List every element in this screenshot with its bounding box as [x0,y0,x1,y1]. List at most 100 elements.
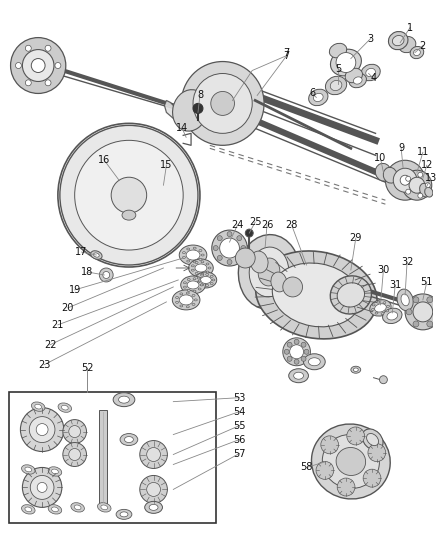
Text: 1: 1 [407,22,413,33]
Circle shape [193,103,203,114]
Circle shape [213,246,218,251]
Ellipse shape [192,294,195,296]
Ellipse shape [187,289,190,292]
Ellipse shape [193,261,196,263]
Ellipse shape [330,276,371,314]
Circle shape [405,294,438,330]
Ellipse shape [186,250,200,260]
Ellipse shape [311,424,390,499]
Circle shape [227,260,232,264]
Text: 18: 18 [81,267,94,277]
Circle shape [140,475,167,503]
Circle shape [304,349,309,354]
Circle shape [368,443,386,462]
Circle shape [413,302,433,322]
Text: 16: 16 [98,155,110,165]
Circle shape [181,61,264,146]
Ellipse shape [256,251,377,339]
Ellipse shape [206,271,209,273]
Ellipse shape [377,301,380,303]
Circle shape [103,271,110,278]
Text: 3: 3 [367,34,374,44]
Circle shape [406,309,412,315]
Ellipse shape [186,306,189,308]
Circle shape [418,193,423,198]
Ellipse shape [187,260,190,262]
Circle shape [22,467,62,507]
Circle shape [290,345,304,359]
Ellipse shape [21,505,35,514]
Ellipse shape [120,433,138,446]
Ellipse shape [212,279,215,281]
Ellipse shape [199,249,202,252]
Ellipse shape [91,251,102,259]
Text: 21: 21 [52,320,64,330]
Ellipse shape [271,272,287,292]
Ellipse shape [383,302,386,304]
Ellipse shape [181,276,205,294]
Circle shape [63,442,87,466]
Text: 29: 29 [350,233,362,243]
Ellipse shape [25,507,32,512]
Text: 20: 20 [62,303,74,313]
Circle shape [22,50,54,82]
Ellipse shape [48,505,62,514]
Text: 32: 32 [401,257,413,267]
Circle shape [413,321,419,327]
Bar [99,410,107,504]
Text: 54: 54 [233,407,246,417]
Bar [9,392,216,523]
Circle shape [301,342,306,347]
Ellipse shape [250,251,268,273]
Text: 52: 52 [81,363,94,373]
Polygon shape [164,80,259,133]
Text: 55: 55 [233,421,246,431]
Ellipse shape [187,279,190,280]
Ellipse shape [198,280,201,282]
Text: 5: 5 [335,63,341,74]
Circle shape [74,140,183,250]
Ellipse shape [201,254,204,256]
Ellipse shape [195,272,198,274]
Ellipse shape [386,310,389,312]
Circle shape [363,469,381,487]
Ellipse shape [195,272,217,288]
Ellipse shape [198,288,201,290]
Ellipse shape [21,465,35,474]
Circle shape [147,448,160,462]
Ellipse shape [345,68,363,83]
Circle shape [237,236,242,241]
Ellipse shape [392,36,404,46]
Text: 28: 28 [286,220,298,230]
Ellipse shape [194,299,197,301]
Ellipse shape [367,433,378,446]
Circle shape [418,172,423,177]
Ellipse shape [329,43,347,58]
Ellipse shape [375,164,392,181]
Ellipse shape [197,277,200,279]
Ellipse shape [304,354,325,370]
Circle shape [427,297,433,303]
Ellipse shape [361,64,380,80]
Text: 24: 24 [231,220,244,230]
Circle shape [211,92,234,116]
Circle shape [11,38,66,93]
Ellipse shape [201,277,211,284]
Ellipse shape [370,300,391,316]
Circle shape [321,436,339,454]
Text: 30: 30 [377,265,389,275]
Text: 17: 17 [75,247,88,257]
Ellipse shape [383,167,397,183]
Ellipse shape [101,505,108,510]
Ellipse shape [353,77,362,84]
Circle shape [406,176,411,181]
Circle shape [45,80,51,86]
Ellipse shape [184,286,187,288]
Circle shape [427,321,433,327]
Circle shape [37,482,47,492]
Ellipse shape [387,305,389,308]
Circle shape [301,357,306,361]
Circle shape [237,255,242,261]
Ellipse shape [173,90,208,131]
Ellipse shape [381,313,384,314]
